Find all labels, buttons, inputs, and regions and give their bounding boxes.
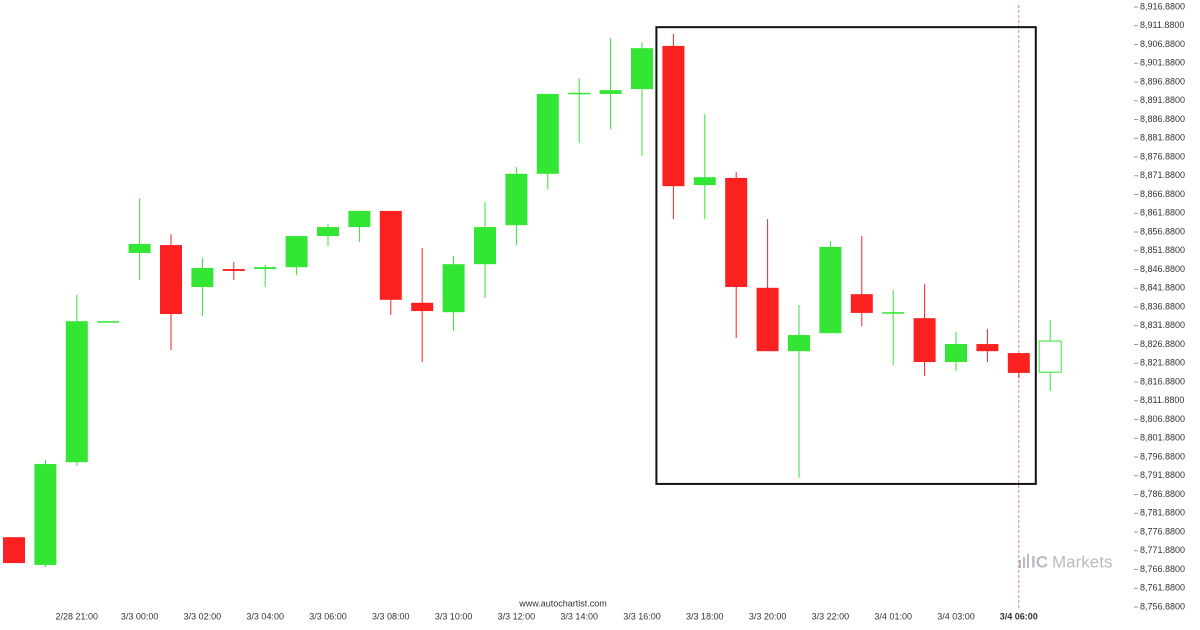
logo-bar <box>1019 560 1021 568</box>
y-tick-label: 8,761.8800 <box>1140 583 1185 593</box>
y-tick-label: 8,756.8800 <box>1140 601 1185 611</box>
y-tick-label: 8,906.8800 <box>1140 39 1185 49</box>
candle-body <box>725 177 748 288</box>
x-tick-label: 3/3 16:00 <box>623 611 661 621</box>
x-tick-label: 3/3 06:00 <box>309 611 347 621</box>
candle-body <box>913 318 936 363</box>
candle-body <box>662 45 685 187</box>
x-tick-label: 3/4 06:00 <box>1000 611 1038 621</box>
candle-body <box>379 210 402 300</box>
brand-logo: IC Markets <box>1019 552 1112 571</box>
candle-body <box>97 321 120 323</box>
y-tick-label: 8,836.8800 <box>1140 301 1185 311</box>
brand-prefix: IC <box>1031 552 1048 571</box>
y-tick-label: 8,876.8800 <box>1140 151 1185 161</box>
candle-body <box>348 210 371 228</box>
y-tick-label: 8,831.8800 <box>1140 320 1185 330</box>
y-tick-label: 8,776.8800 <box>1140 526 1185 536</box>
y-tick-label: 8,801.8800 <box>1140 433 1185 443</box>
candle-body <box>254 267 277 270</box>
y-tick-label: 8,916.8800 <box>1140 1 1185 11</box>
y-tick-label: 8,811.8800 <box>1140 395 1184 405</box>
y-tick-label: 8,886.8800 <box>1140 114 1185 124</box>
y-tick-label: 8,796.8800 <box>1140 451 1185 461</box>
y-tick-label: 8,766.8800 <box>1140 564 1185 574</box>
y-tick-label: 8,806.8800 <box>1140 414 1185 424</box>
candle-body <box>599 90 622 94</box>
candle-body <box>1007 353 1030 373</box>
x-tick-label: 3/4 01:00 <box>874 611 912 621</box>
candle-body <box>631 48 653 90</box>
candle-body <box>474 227 496 265</box>
candle-body <box>568 92 591 95</box>
x-tick-label: 2/28 21:00 <box>56 611 99 621</box>
candle-body <box>819 246 842 334</box>
candle-body <box>128 243 151 253</box>
candle-body <box>882 312 905 314</box>
y-tick-label: 8,861.8800 <box>1140 208 1185 218</box>
x-tick-label: 3/3 20:00 <box>749 611 787 621</box>
pattern-box <box>655 26 1037 485</box>
x-tick-label: 3/3 12:00 <box>498 611 536 621</box>
candle-body <box>65 321 88 463</box>
x-tick-label: 3/3 08:00 <box>372 611 410 621</box>
candle-body <box>505 173 528 226</box>
y-tick-label: 8,841.8800 <box>1140 283 1185 293</box>
x-tick-label: 3/3 10:00 <box>435 611 473 621</box>
y-tick-label: 8,871.8800 <box>1140 170 1185 180</box>
watermark: www.autochartist.com <box>518 598 607 608</box>
y-tick-label: 8,856.8800 <box>1140 226 1185 236</box>
y-tick-label: 8,911.8800 <box>1140 20 1184 30</box>
y-tick-label: 8,896.8800 <box>1140 76 1185 86</box>
candle-body <box>536 93 559 174</box>
candle-body <box>850 294 873 313</box>
y-tick-label: 8,821.8800 <box>1140 358 1185 368</box>
candle-body <box>191 267 214 288</box>
logo-bar <box>1023 557 1025 568</box>
y-tick-label: 8,791.8800 <box>1140 470 1185 480</box>
x-tick-label: 3/3 18:00 <box>686 611 724 621</box>
x-tick-label: 3/3 04:00 <box>246 611 284 621</box>
x-tick-label: 3/3 14:00 <box>560 611 598 621</box>
y-tick-label: 8,881.8800 <box>1140 133 1185 143</box>
y-tick-label: 8,901.8800 <box>1140 58 1185 68</box>
candle-body <box>411 302 434 312</box>
candle-body <box>976 344 999 352</box>
y-tick-label: 8,891.8800 <box>1140 95 1185 105</box>
candle-body <box>945 344 967 363</box>
candle-body <box>693 177 716 186</box>
y-tick-label: 8,866.8800 <box>1140 189 1185 199</box>
candle-body <box>285 236 308 268</box>
x-tick-label: 3/3 22:00 <box>812 611 850 621</box>
x-tick-label: 3/3 02:00 <box>184 611 222 621</box>
y-tick-label: 8,786.8800 <box>1140 489 1185 499</box>
y-tick-label: 8,851.8800 <box>1140 245 1185 255</box>
brand-name: Markets <box>1052 552 1112 571</box>
y-tick-label: 8,816.8800 <box>1140 376 1185 386</box>
candle-body <box>3 537 25 564</box>
candle-body <box>442 264 465 313</box>
candle-body <box>788 335 810 352</box>
y-tick-label: 8,826.8800 <box>1140 339 1185 349</box>
logo-bar <box>1027 554 1029 568</box>
candle-body <box>1038 340 1062 373</box>
x-tick-label: 3/4 03:00 <box>937 611 975 621</box>
y-tick-label: 8,781.8800 <box>1140 508 1185 518</box>
candle-body <box>34 464 57 565</box>
candle-body <box>160 245 182 315</box>
y-tick-label: 8,846.8800 <box>1140 264 1185 274</box>
candle-body <box>222 269 245 271</box>
candle-body <box>756 287 779 352</box>
candle-body <box>317 227 339 237</box>
x-tick-label: 3/3 00:00 <box>121 611 159 621</box>
y-tick-label: 8,771.8800 <box>1140 545 1185 555</box>
